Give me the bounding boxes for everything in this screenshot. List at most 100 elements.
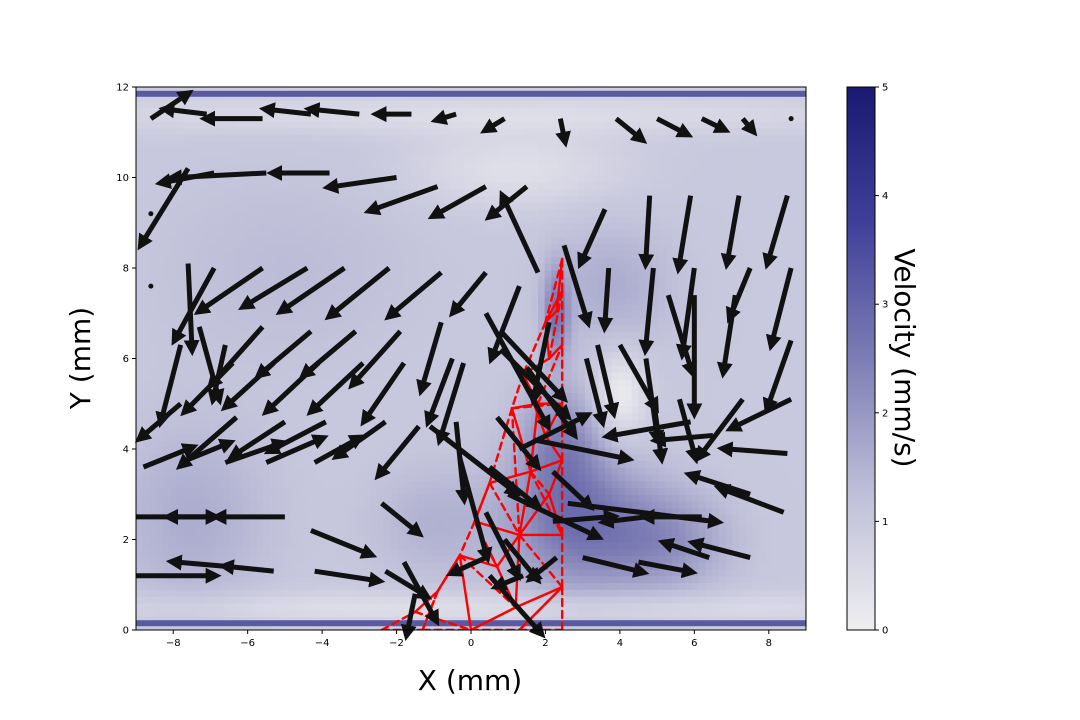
heatmap-cell (437, 310, 445, 319)
heatmap-cell (337, 494, 345, 502)
heatmap-cell (450, 277, 459, 285)
heatmap-cell (156, 575, 164, 584)
heatmap-cell (363, 263, 372, 271)
heatmap-cell (424, 283, 432, 292)
heatmap-cell (303, 317, 311, 326)
heatmap-cell (216, 175, 224, 183)
heatmap-cell (249, 277, 258, 285)
heatmap-cell (350, 324, 358, 332)
heatmap-cell (142, 222, 150, 231)
heatmap-cell (383, 107, 392, 115)
heatmap-cell (390, 351, 398, 360)
heatmap-cell (276, 277, 284, 285)
heatmap-cell (397, 182, 405, 190)
heatmap-cell (357, 602, 365, 611)
heatmap-cell (531, 249, 539, 258)
heatmap-cell (390, 419, 398, 427)
heatmap-cell (303, 487, 311, 495)
heatmap-cell (156, 365, 164, 373)
heatmap-cell (370, 460, 378, 468)
heatmap-cell (223, 222, 231, 231)
heatmap-cell (243, 175, 251, 183)
heatmap-cell (538, 236, 546, 244)
heatmap-cell (484, 596, 492, 604)
heatmap-cell (390, 433, 398, 441)
heatmap-cell (337, 202, 345, 210)
heatmap-cell (330, 609, 338, 618)
heatmap-cell (303, 249, 311, 258)
heatmap-cell (471, 243, 479, 251)
heatmap-cell (350, 609, 358, 618)
heatmap-cell (444, 419, 452, 427)
heatmap-cell (316, 426, 325, 434)
heatmap-cell (156, 521, 164, 529)
heatmap-cell (303, 514, 311, 522)
heatmap-cell (316, 467, 325, 475)
heatmap-cell (182, 182, 191, 190)
heatmap-cell (471, 304, 479, 312)
heatmap-cell (270, 555, 278, 563)
heatmap-cell (343, 602, 351, 611)
heatmap-cell (136, 222, 144, 231)
heatmap-cell (182, 365, 191, 373)
heatmap-cell (370, 290, 378, 299)
heatmap-cell (397, 209, 405, 217)
heatmap-cell (424, 229, 432, 237)
heatmap-cell (303, 548, 311, 556)
heatmap-cell (303, 582, 311, 590)
heatmap-cell (417, 555, 425, 563)
heatmap-cell (196, 338, 204, 346)
heatmap-cell (156, 358, 164, 366)
heatmap-cell (390, 87, 398, 95)
heatmap-cell (303, 501, 311, 509)
heatmap-cell (209, 412, 217, 421)
heatmap-cell (156, 161, 164, 170)
heatmap-cell (437, 501, 445, 509)
heatmap-cell (491, 222, 499, 231)
heatmap-cell (484, 161, 492, 170)
heatmap-cell (142, 331, 150, 339)
heatmap-cell (229, 460, 238, 468)
heatmap-cell (471, 365, 479, 373)
heatmap-cell (290, 528, 298, 536)
heatmap-cell (363, 249, 372, 258)
heatmap-cell (310, 351, 318, 360)
heatmap-cell (531, 507, 539, 516)
heatmap-cell (437, 236, 445, 244)
heatmap-cell (229, 609, 238, 618)
heatmap-cell (343, 609, 351, 618)
heatmap-cell (430, 100, 439, 108)
heatmap-cell (424, 351, 432, 360)
heatmap-cell (249, 263, 258, 271)
heatmap-cell (169, 182, 177, 190)
heatmap-cell (296, 521, 305, 529)
heatmap-cell (424, 555, 432, 563)
heatmap-cell (263, 188, 271, 197)
heatmap-cell (464, 412, 472, 421)
heatmap-cell (517, 175, 526, 183)
heatmap-cell (169, 87, 177, 95)
heatmap-cell (424, 480, 432, 489)
heatmap-cell (323, 399, 331, 407)
heatmap-cell (504, 534, 512, 543)
heatmap-cell (337, 100, 345, 108)
heatmap-cell (136, 256, 144, 265)
heatmap-cell (477, 562, 485, 570)
heatmap-cell (243, 154, 251, 163)
heatmap-cell (236, 93, 244, 102)
heatmap-cell (444, 399, 452, 407)
heatmap-cell (229, 87, 238, 95)
heatmap-cell (142, 243, 150, 251)
heatmap-cell (256, 202, 264, 210)
heatmap-cell (511, 107, 519, 115)
heatmap-cell (176, 501, 184, 509)
heatmap-cell (337, 501, 345, 509)
heatmap-cell (430, 297, 439, 305)
heatmap-cell (216, 93, 224, 102)
heatmap-cell (383, 555, 392, 563)
heatmap-cell (283, 602, 291, 611)
heatmap-cell (477, 365, 485, 373)
heatmap-cell (276, 480, 284, 489)
heatmap-cell (316, 521, 325, 529)
heatmap-cell (477, 209, 485, 217)
